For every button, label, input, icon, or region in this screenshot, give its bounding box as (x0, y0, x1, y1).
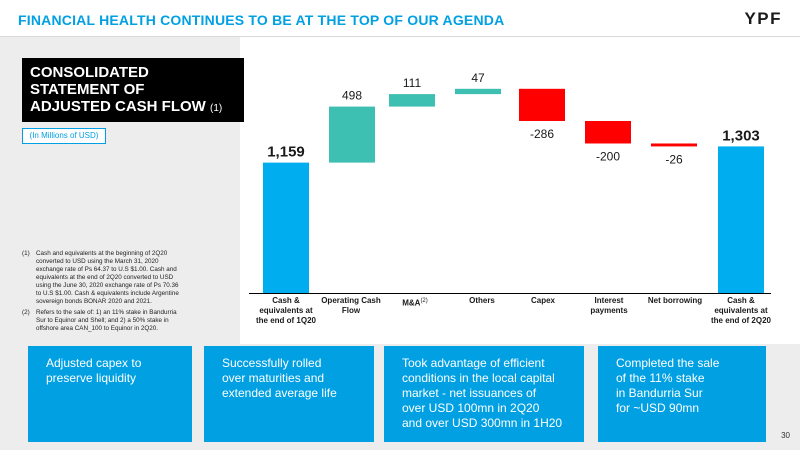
highlight-box-issuances: Took advantage of efficient conditions i… (384, 346, 584, 442)
chart-title-line-3: ADJUSTED CASH FLOW (30, 98, 206, 115)
chart-title-box: CONSOLIDATED STATEMENT OF ADJUSTED CASH … (22, 58, 244, 122)
highlight-line: conditions in the local capital (402, 371, 555, 385)
category-label-line: equivalents at (259, 306, 313, 315)
category-label-line: the end of 2Q20 (710, 316, 771, 325)
units-label: (In Millions of USD) (22, 128, 106, 144)
category-label-line: Flow (341, 306, 361, 315)
category-label-ma: M&A(2) (379, 296, 451, 309)
data-label-others: 47 (471, 71, 485, 85)
bar-interest-payments (585, 120, 631, 144)
category-label-line: Interest (594, 296, 624, 305)
bar-ma (389, 94, 435, 107)
bar-capex (519, 88, 565, 121)
footnote-line: Refers to the sale of: 1) an 11% stake i… (36, 309, 177, 316)
footnote-line: Cash and equivalents at the beginning of… (36, 250, 168, 257)
data-label-ma: 111 (403, 76, 422, 90)
category-label-line: Cash & (727, 296, 755, 305)
highlight-line: Successfully rolled (222, 356, 322, 370)
category-label-line: Capex (530, 296, 555, 305)
bar-cash-start (263, 162, 309, 293)
bar-cash-end (718, 146, 764, 293)
category-label-others: Others (446, 296, 518, 306)
bar-net-borrowing (651, 143, 697, 147)
chart-title-line-1: CONSOLIDATED (30, 64, 149, 81)
footnote-line: to U.S $1.00. Cash & equivalents include… (36, 290, 179, 297)
category-label-capex: Capex (507, 296, 579, 306)
category-label-interest-payments: Interest payments (573, 296, 645, 316)
footnote-line: converted to USD using the March 31, 202… (36, 258, 159, 265)
highlight-line: Completed the sale (616, 356, 720, 370)
data-label-cash-start: 1,159 (267, 144, 305, 161)
highlight-line: Took advantage of efficient (402, 356, 545, 370)
footnote-line: offshore area CAN_100 to Equinor in 2Q20… (36, 325, 159, 332)
footnotes: (1) Cash and equivalents at the beginnin… (22, 250, 220, 336)
category-label-line: Operating Cash (321, 296, 381, 305)
data-label-net-borrowing: -26 (665, 152, 683, 166)
footnote-line: Sur to Equinor and Shell; and 2) a 50% s… (36, 317, 169, 324)
category-label-line: the end of 1Q20 (255, 316, 316, 325)
footnote-text: Refers to the sale of: 1) an 11% stake i… (36, 309, 220, 333)
category-label-line: M&A (402, 298, 421, 308)
footnote-1: (1) Cash and equivalents at the beginnin… (22, 250, 220, 306)
category-label-cash-start: Cash & equivalents at the end of 1Q20 (250, 296, 322, 326)
footnote-marker: (2) (22, 309, 30, 316)
page-number: 30 (781, 431, 790, 440)
category-label-line: Others (469, 296, 495, 305)
highlight-line: and over USD 300mn in 1H20 (402, 416, 563, 430)
category-label-net-borrowing: Net borrowing (639, 296, 711, 306)
category-label-operating-cash-flow: Operating Cash Flow (312, 296, 390, 316)
highlight-line: preserve liquidity (46, 371, 137, 385)
data-label-operating-cash-flow: 498 (342, 89, 362, 103)
data-label-cash-end: 1,303 (722, 127, 760, 144)
category-label-line: payments (590, 306, 628, 315)
highlight-line: extended average life (222, 386, 337, 400)
footnote-2: (2) Refers to the sale of: 1) an 11% sta… (22, 309, 220, 333)
page-title: FINANCIAL HEALTH CONTINUES TO BE AT THE … (18, 12, 505, 28)
highlight-line: market - net issuances of (402, 386, 537, 400)
chart-title-line-2: STATEMENT OF (30, 81, 145, 98)
highlight-line: in Bandurria Sur (616, 386, 703, 400)
footnote-line: equivalents at the end of 2Q20 converted… (36, 274, 174, 281)
category-label-line: Cash & (272, 296, 300, 305)
highlight-box-maturities: Successfully rolled over maturities and … (204, 346, 374, 442)
footnote-line: using the June 30, 2020 exchange rate of… (36, 282, 179, 289)
chart-baseline (249, 293, 771, 294)
category-label-line: Net borrowing (647, 296, 703, 305)
highlight-line: of the 11% stake (616, 371, 705, 385)
footnote-line: exchange rate of Ps 64.37 to U.S $1.00. … (36, 266, 177, 273)
highlight-line: for ~USD 90mn (616, 401, 700, 415)
category-label-cash-end: Cash & equivalents at the end of 2Q20 (705, 296, 777, 326)
highlight-line: over maturities and (222, 371, 325, 385)
highlight-line: over USD 100mn in 2Q20 (402, 401, 540, 415)
header-divider (0, 36, 800, 37)
category-label-line: equivalents at (714, 306, 768, 315)
chart-title-footnote: (1) (210, 103, 223, 114)
category-footnote: (2) (420, 298, 428, 304)
highlight-box-sale: Completed the sale of the 11% stake in B… (598, 346, 766, 442)
data-label-interest-payments: -200 (596, 149, 620, 163)
bar-operating-cash-flow (329, 106, 375, 163)
footnote-text: Cash and equivalents at the beginning of… (36, 250, 220, 306)
chart-title-line-3-wrap: ADJUSTED CASH FLOW (1) (30, 98, 236, 117)
bar-others (455, 88, 501, 95)
highlight-box-capex: Adjusted capex to preserve liquidity (28, 346, 192, 442)
highlight-line: Adjusted capex to (46, 356, 142, 370)
data-label-capex: -286 (530, 127, 554, 141)
ypf-logo: YPF (744, 9, 782, 28)
footnote-marker: (1) (22, 250, 30, 257)
footnote-line: sovereign bonds BONAR 2020 and 2021. (36, 298, 152, 305)
